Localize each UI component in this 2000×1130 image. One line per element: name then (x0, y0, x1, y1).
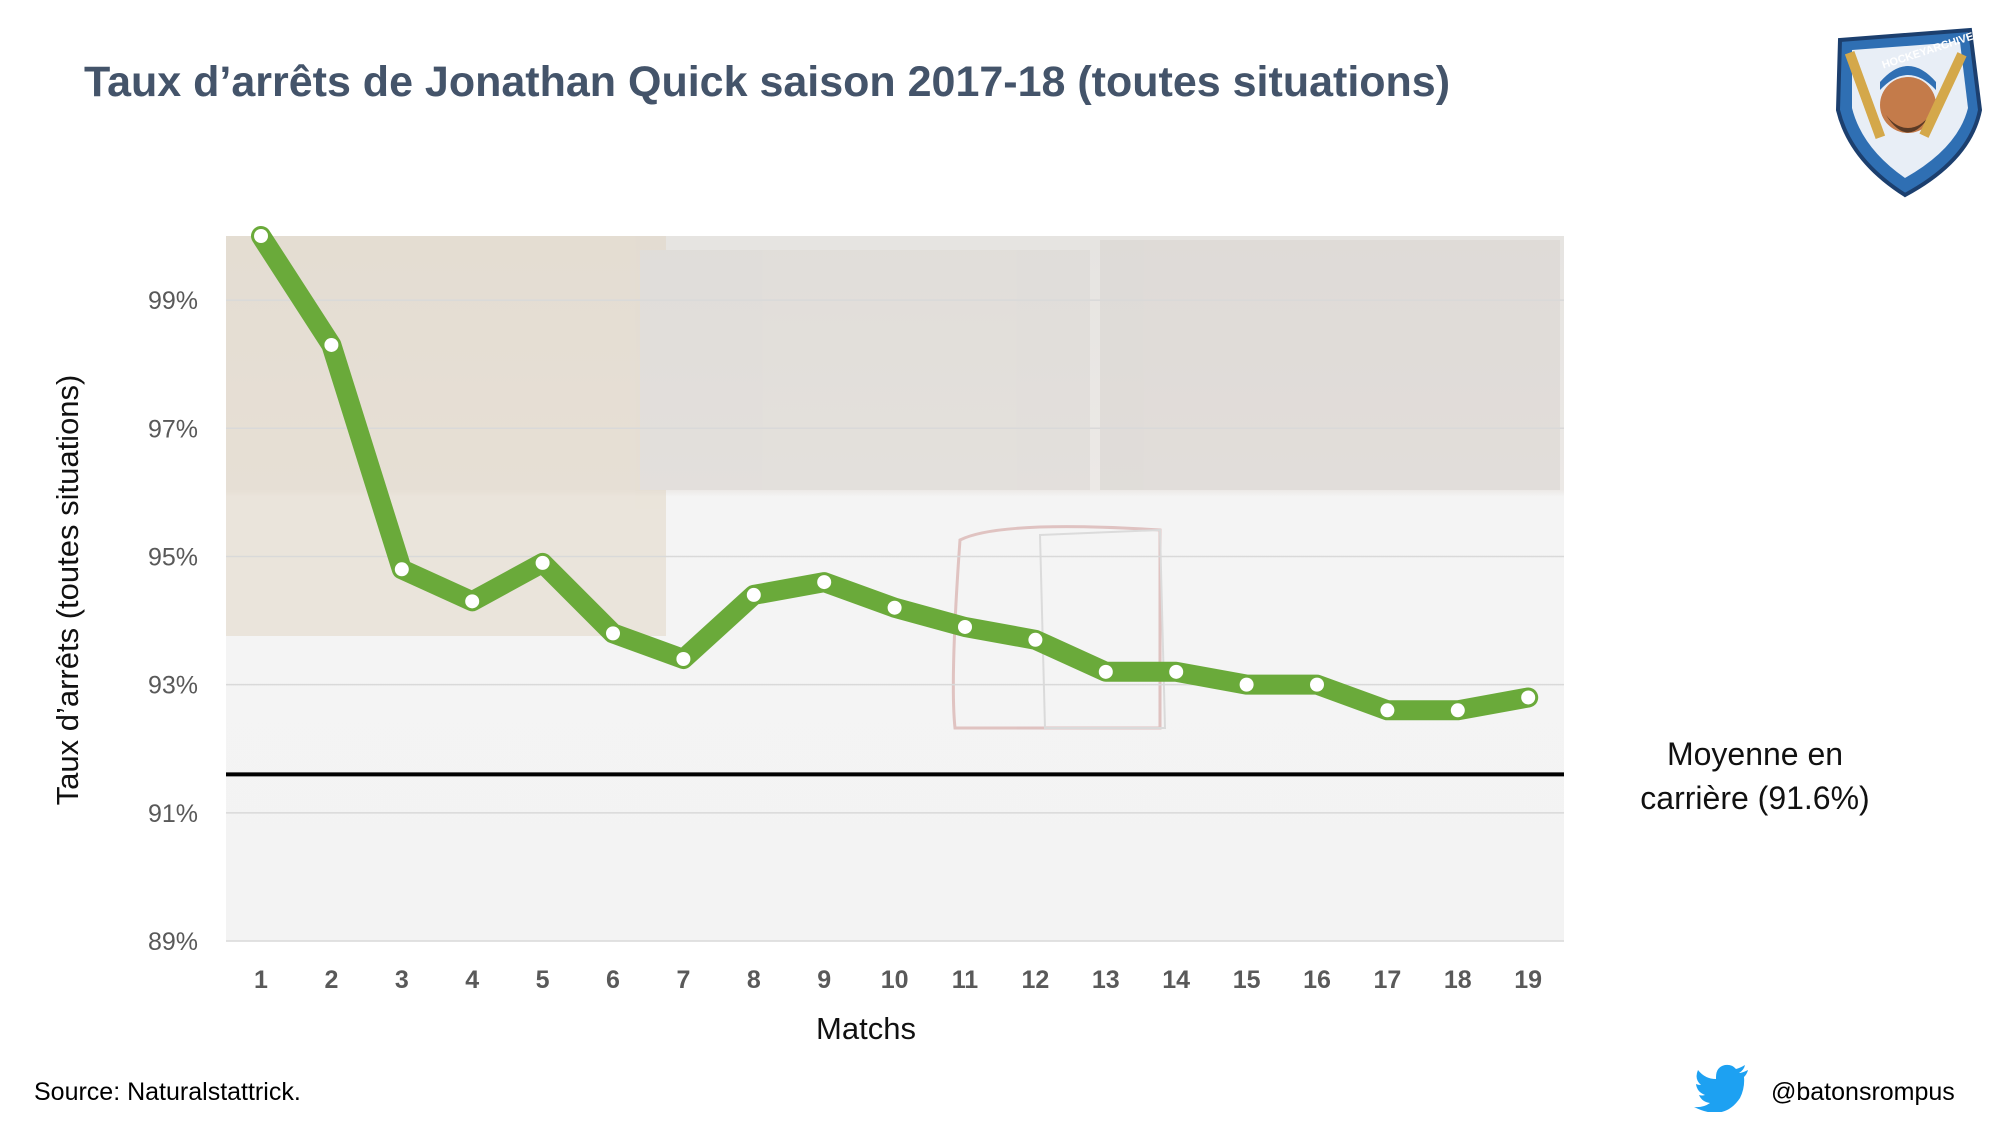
y-tick-label: 89% (148, 928, 198, 956)
x-tick-label: 13 (1092, 966, 1120, 994)
hockeyarchives-logo: HOCKEYARCHIVES.INFO (1835, 20, 1990, 198)
data-point (1239, 677, 1254, 692)
data-point (394, 562, 409, 577)
x-tick-label: 4 (465, 966, 479, 994)
data-point (1169, 664, 1184, 679)
y-tick-label: 99% (148, 287, 198, 315)
x-tick-label: 19 (1514, 966, 1542, 994)
y-axis-label: Taux d’arrêts (toutes situations) (50, 375, 85, 806)
data-point (958, 619, 972, 634)
x-tick-label: 11 (952, 966, 979, 994)
y-tick-label: 93% (148, 672, 198, 700)
data-point (1521, 690, 1536, 705)
data-point (1450, 703, 1465, 718)
y-tick-label: 95% (148, 543, 198, 571)
data-point (254, 229, 268, 243)
x-tick-label: 5 (536, 966, 550, 994)
x-tick-labels: 1 2 3 4 5 6 7 8 9 10 11 12 13 14 15 16 17 18 19 (254, 966, 1542, 994)
data-point (1028, 632, 1043, 647)
x-tick-label: 8 (747, 966, 761, 994)
twitter-handle: @batonsrompus (1771, 1078, 1955, 1106)
x-tick-label: 9 (817, 966, 831, 994)
y-tick-label: 97% (148, 415, 198, 443)
x-tick-label: 16 (1303, 966, 1331, 994)
data-point (1098, 664, 1113, 679)
y-tick-labels: 89% 91% 93% 95% 97% 99% (148, 287, 198, 956)
y-tick-label: 91% (148, 800, 198, 828)
x-tick-label: 10 (881, 966, 909, 994)
x-tick-label: 2 (324, 966, 338, 994)
x-tick-label: 7 (676, 966, 690, 994)
chart-title: Taux d’arrêts de Jonathan Quick saison 2… (84, 58, 1451, 106)
twitter-bird-icon (1694, 1064, 1748, 1112)
source-note: Source: Naturalstattrick. (34, 1078, 301, 1106)
data-point (535, 555, 550, 570)
data-point (1310, 677, 1324, 692)
background-photo-decoration (226, 236, 1560, 730)
data-point (676, 652, 691, 666)
data-point (817, 575, 832, 590)
x-axis-label: Matchs (816, 1011, 916, 1046)
x-tick-label: 1 (254, 966, 268, 994)
x-tick-label: 6 (606, 966, 620, 994)
data-point (746, 587, 761, 602)
series-points (254, 229, 1536, 718)
x-tick-label: 18 (1444, 966, 1472, 994)
career-average-label: Moyenne en carrière (91.6%) (1640, 736, 1870, 816)
data-point (887, 600, 902, 615)
x-tick-label: 3 (395, 966, 409, 994)
data-point (1380, 703, 1395, 718)
data-point (324, 337, 339, 352)
x-tick-label: 17 (1373, 966, 1401, 994)
x-tick-label: 12 (1021, 966, 1049, 994)
data-point (465, 594, 480, 609)
data-point (606, 626, 620, 641)
x-tick-label: 15 (1233, 966, 1261, 994)
x-tick-label: 14 (1162, 966, 1190, 994)
